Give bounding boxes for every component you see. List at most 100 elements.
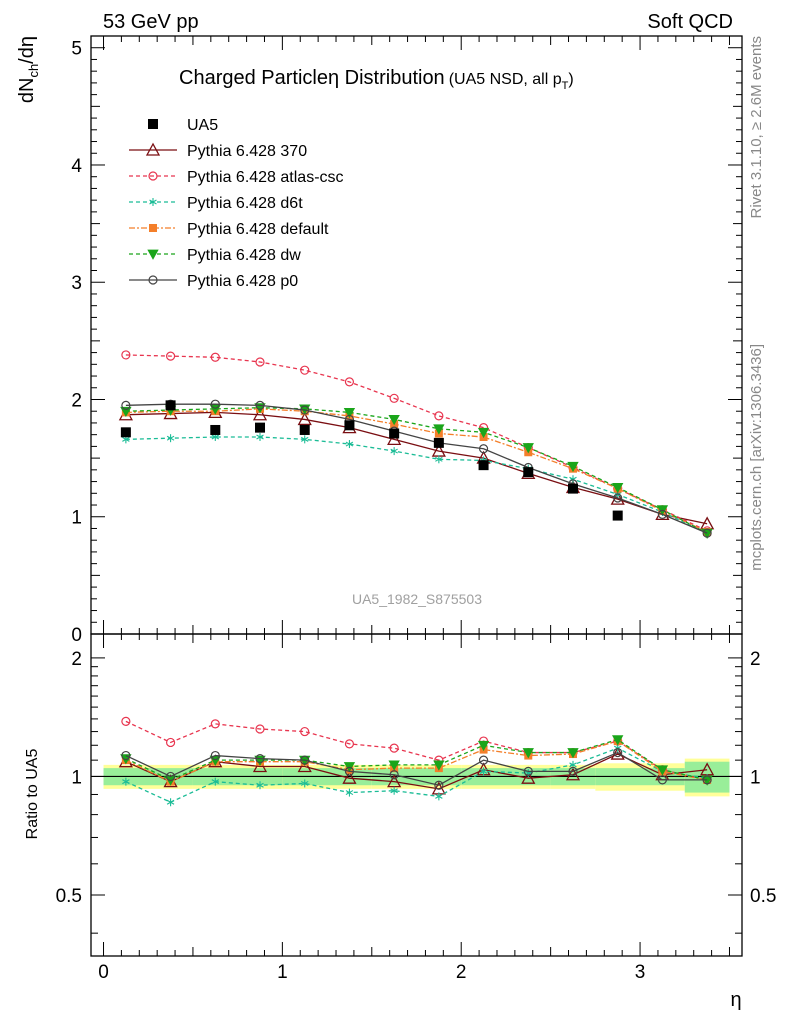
series-point — [256, 433, 264, 442]
header-right: Soft QCD — [647, 11, 733, 33]
series-3 — [121, 404, 712, 536]
ratio-point — [121, 716, 131, 726]
data-point — [612, 510, 623, 521]
ratio-line — [125, 740, 708, 783]
legend-marker — [147, 249, 159, 260]
y-tick-label: 1 — [71, 508, 82, 529]
ratio-point — [477, 740, 490, 752]
ratio-point — [568, 766, 578, 776]
series-point — [300, 405, 310, 415]
data-point — [389, 428, 400, 439]
ratio-point — [165, 737, 176, 748]
ratio-point — [344, 766, 355, 776]
ratio-point — [657, 775, 668, 785]
ratio-point — [613, 747, 623, 758]
series-point — [388, 415, 400, 426]
series-point — [478, 444, 489, 454]
ratio-line — [125, 751, 708, 786]
series-point — [165, 351, 176, 361]
series-point — [252, 407, 268, 421]
ratio-point — [435, 792, 443, 801]
ratio-point — [252, 759, 268, 773]
series-point — [387, 431, 402, 446]
ratio-point — [390, 786, 398, 795]
data-point — [433, 437, 444, 448]
series-point — [433, 424, 445, 435]
x-tick-label: 2 — [456, 962, 467, 983]
series-point — [345, 440, 354, 449]
ratio-y-tick-label: 1 — [71, 767, 82, 788]
series-point — [300, 435, 309, 444]
data-point — [344, 420, 355, 431]
ratio-point — [344, 739, 355, 749]
ratio-point — [387, 774, 402, 788]
y-axis-label: dNch/dη — [16, 36, 41, 103]
series-point — [120, 406, 132, 418]
series-point — [389, 393, 399, 403]
y-tick-label: 3 — [71, 273, 82, 294]
ratio-point — [256, 781, 264, 790]
series-point — [210, 399, 220, 409]
ratio-point — [297, 759, 312, 773]
ratio-point — [434, 780, 444, 790]
legend-item-0: Pythia 6.428 370 — [129, 142, 307, 160]
side-label-mcplots: mcplots.cern.ch [arXiv:1306.3436] — [748, 344, 765, 571]
ratio-point — [523, 766, 533, 776]
ratio-point — [656, 765, 669, 776]
ratio-point — [166, 798, 175, 807]
series-point — [121, 350, 131, 360]
ratio-line — [125, 720, 708, 781]
header-left: 53 GeV pp — [103, 11, 199, 33]
data-point — [255, 422, 266, 433]
series-line — [125, 403, 708, 534]
series-0 — [118, 405, 715, 530]
series-point — [434, 411, 444, 421]
ratio-line — [125, 738, 708, 781]
ratio-point — [255, 754, 265, 764]
ratio-line — [125, 753, 708, 790]
series-2 — [122, 433, 711, 538]
series-point — [297, 412, 312, 426]
ratio-point — [389, 743, 399, 753]
series-point — [702, 528, 712, 538]
legend-label: Pythia 6.428 atlas-csc — [187, 169, 344, 186]
ratio-point — [300, 755, 310, 765]
legend-label: Pythia 6.428 370 — [187, 143, 307, 160]
y-tick-label: 4 — [71, 156, 82, 177]
data-point — [299, 424, 310, 435]
ratio-point — [521, 770, 536, 784]
data-point — [210, 424, 221, 435]
legend-item-ua5: UA5 — [148, 117, 218, 134]
ratio-point — [612, 735, 624, 746]
series-point — [300, 365, 310, 375]
ratio-line — [125, 747, 708, 803]
series-point — [343, 407, 356, 419]
ratio-y-tick-label-right: 2 — [750, 649, 761, 670]
ratio-point — [433, 760, 445, 771]
series-5 — [121, 399, 712, 538]
series-1 — [121, 350, 712, 536]
ratio-point — [300, 779, 309, 788]
series-point — [344, 377, 355, 387]
series-point — [477, 427, 490, 439]
legend-label: Pythia 6.428 dw — [187, 247, 301, 264]
y-tick-label: 5 — [71, 39, 82, 60]
x-tick-label: 1 — [277, 962, 288, 983]
ratio-frame — [90, 633, 743, 957]
x-tick-label: 0 — [98, 962, 109, 983]
data-point — [165, 400, 176, 411]
series-point — [121, 400, 131, 410]
ratio-point — [255, 724, 265, 734]
ratio-point — [522, 748, 534, 759]
ratio-point — [388, 760, 400, 771]
analysis-watermark: UA5_1982_S875503 — [352, 591, 482, 607]
series-point — [255, 400, 265, 410]
legend-marker — [148, 171, 158, 181]
ratio-point — [342, 770, 357, 784]
ratio-point — [479, 767, 488, 776]
series-point — [522, 443, 534, 454]
data-point — [478, 460, 489, 471]
y-tick-label: 0 — [71, 625, 82, 646]
ratio-point — [121, 750, 131, 761]
